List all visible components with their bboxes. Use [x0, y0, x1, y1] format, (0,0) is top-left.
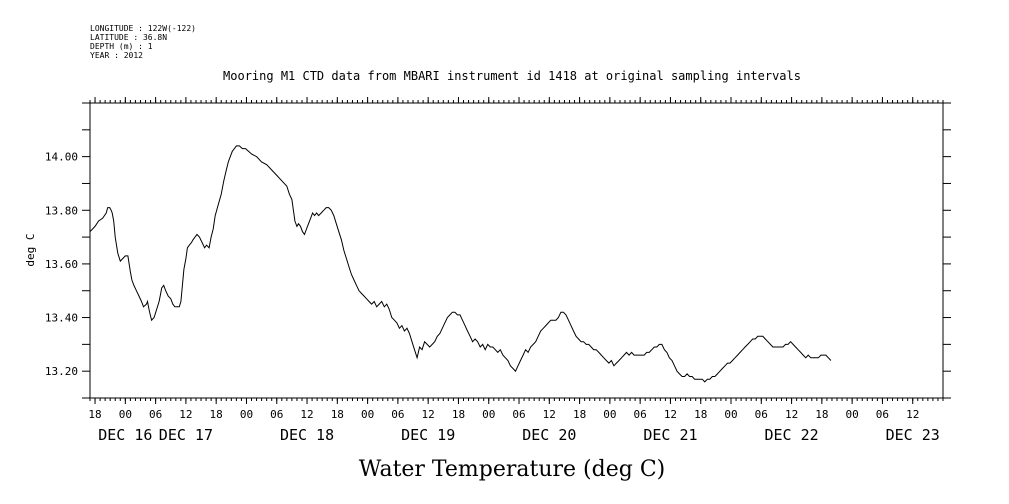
year-label: YEAR : 2012 — [90, 51, 143, 60]
x-tick-label: 18 — [815, 408, 828, 421]
x-tick-label: 12 — [543, 408, 556, 421]
x-day-label: DEC 22 — [764, 426, 818, 444]
x-tick-label: 18 — [573, 408, 586, 421]
x-day-label: DEC 21 — [643, 426, 697, 444]
x-tick-label: 18 — [88, 408, 101, 421]
x-day-label: DEC 20 — [522, 426, 576, 444]
x-day-label: DEC 17 — [159, 426, 213, 444]
x-tick-label: 12 — [785, 408, 798, 421]
x-tick-label: 12 — [906, 408, 919, 421]
x-tick-label: 06 — [755, 408, 768, 421]
x-tick-label: 12 — [664, 408, 677, 421]
x-day-label: DEC 16 — [98, 426, 152, 444]
latitude-label: LATITUDE : 36.8N — [90, 33, 167, 42]
x-tick-label: 12 — [179, 408, 192, 421]
x-tick-label: 00 — [361, 408, 374, 421]
x-tick-label: 18 — [210, 408, 223, 421]
y-tick-label: 13.80 — [45, 204, 78, 217]
y-tick-label: 13.60 — [45, 258, 78, 271]
x-axis: 18 00 06 12 18 00 06 12 18 00 06 12 18 00 06 12 18 00 06 12… — [88, 97, 940, 444]
chart-title: Mooring M1 CTD data from MBARI instrumen… — [223, 69, 801, 83]
x-tick-label: 18 — [331, 408, 344, 421]
x-tick-label: 18 — [452, 408, 465, 421]
y-axis: 13.20 13.40 13.60 13.80 14.00 — [45, 102, 951, 399]
y-tick-label: 13.20 — [45, 365, 78, 378]
x-day-label: DEC 19 — [401, 426, 455, 444]
x-tick-label: 06 — [512, 408, 525, 421]
x-tick-label: 06 — [270, 408, 283, 421]
x-tick-label: 00 — [724, 408, 737, 421]
series-line-water-temperature — [89, 145, 832, 383]
x-tick-label: 00 — [603, 408, 616, 421]
x-tick-label: 06 — [634, 408, 647, 421]
plot-frame — [89, 102, 944, 399]
x-tick-label: 12 — [422, 408, 435, 421]
depth-label: DEPTH (m) : 1 — [90, 42, 153, 51]
minor-ticks — [89, 100, 944, 401]
x-day-label: DEC 23 — [886, 426, 940, 444]
x-tick-label: 06 — [391, 408, 404, 421]
x-tick-label: 00 — [846, 408, 859, 421]
y-tick-label: 14.00 — [45, 151, 78, 164]
x-axis-label: Water Temperature (deg C) — [359, 457, 666, 482]
x-tick-label: 06 — [876, 408, 889, 421]
header-metadata: LONGITUDE : 122W(-122) LATITUDE : 36.8N … — [90, 24, 196, 60]
x-tick-label: 00 — [240, 408, 253, 421]
y-axis-label: deg C — [24, 233, 37, 266]
x-tick-label: 00 — [119, 408, 132, 421]
x-tick-label: 06 — [149, 408, 162, 421]
x-tick-label: 18 — [694, 408, 707, 421]
longitude-label: LONGITUDE : 122W(-122) — [90, 24, 196, 33]
y-tick-label: 13.40 — [45, 312, 78, 325]
x-tick-label: 00 — [482, 408, 495, 421]
x-day-label: DEC 18 — [280, 426, 334, 444]
x-tick-label: 12 — [300, 408, 313, 421]
